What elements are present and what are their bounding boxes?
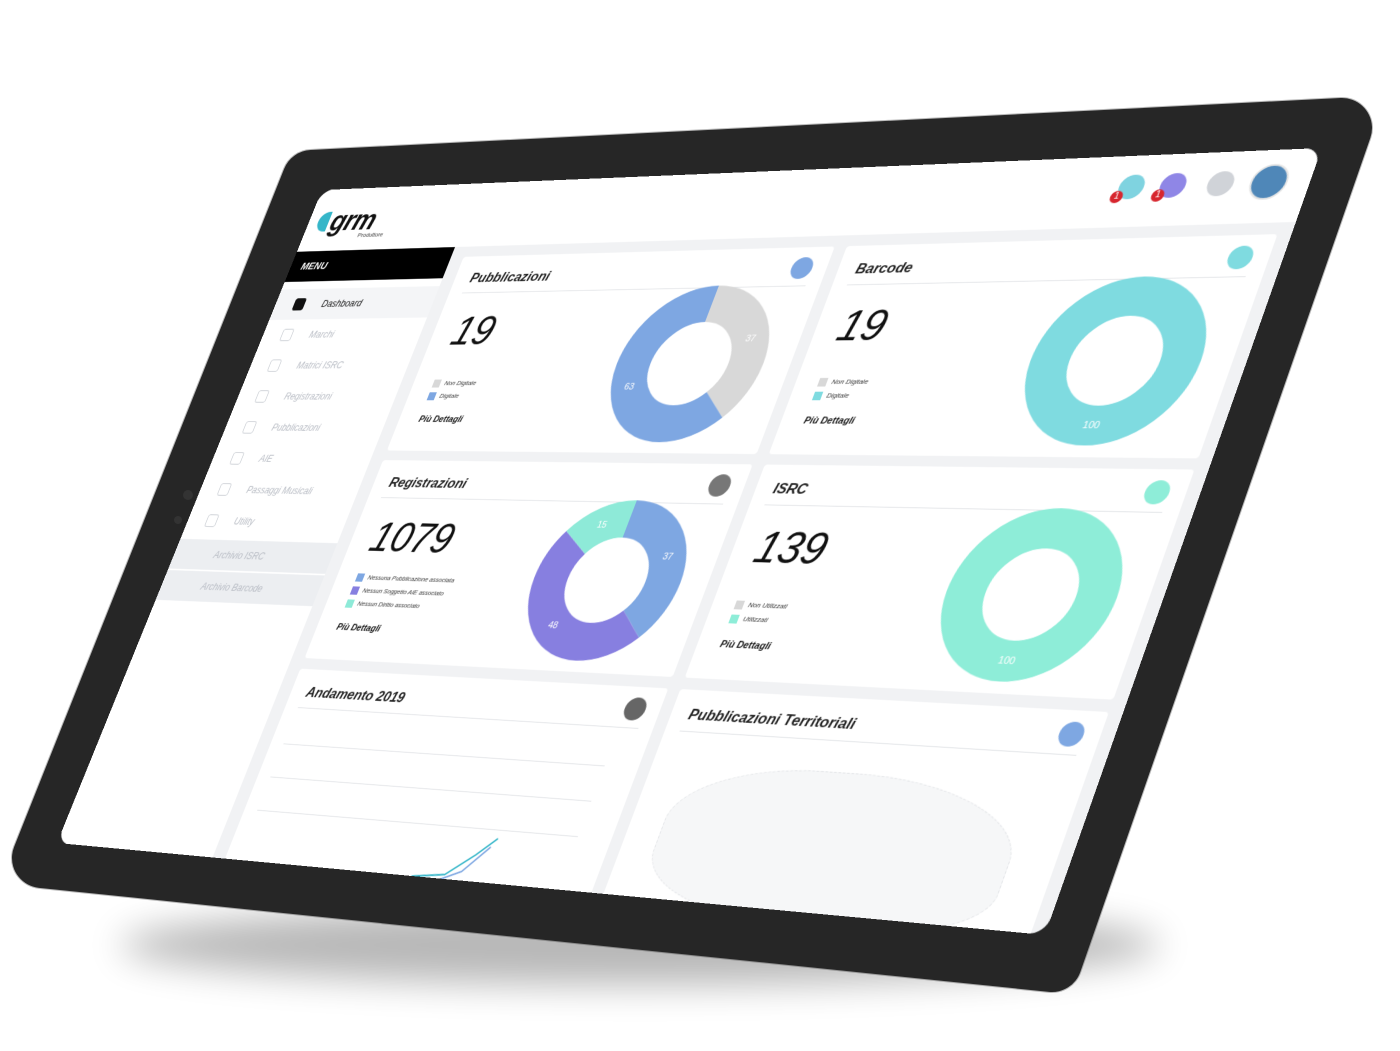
card-title: Pubblicazioni bbox=[467, 269, 552, 287]
menu-item[interactable]: Pubblicazioni bbox=[219, 412, 389, 444]
donut-slice bbox=[942, 527, 1120, 664]
legend-item: Nessun Diritto associato bbox=[344, 598, 422, 612]
menu-icon bbox=[204, 514, 220, 527]
legend-item: Digitale bbox=[426, 391, 461, 402]
donut-chart: 374815 bbox=[499, 496, 715, 668]
legend-item: Non Digitale bbox=[431, 378, 478, 389]
menu-icon bbox=[254, 390, 270, 402]
card: ISRC 139 Non Utilizzati Utilizzati Più Detta… bbox=[685, 465, 1195, 700]
donut-slice bbox=[1026, 295, 1203, 426]
card-title: Barcode bbox=[853, 259, 916, 277]
legend-swatch bbox=[734, 600, 745, 609]
menu-icon bbox=[279, 329, 295, 341]
legend-swatch bbox=[728, 615, 739, 624]
camera bbox=[174, 516, 182, 524]
menu-icon bbox=[229, 452, 245, 465]
legend-swatch bbox=[817, 378, 828, 387]
card-count: 19 bbox=[445, 308, 503, 355]
alert-icon[interactable] bbox=[1203, 171, 1238, 197]
submenu-item[interactable]: Archivio Barcode bbox=[156, 570, 325, 606]
legend-item: Non Utilizzati bbox=[733, 599, 789, 613]
legend-swatch bbox=[350, 586, 360, 594]
legend-item: Non Digitale bbox=[816, 376, 870, 388]
card-icon[interactable] bbox=[1141, 480, 1174, 504]
legend-swatch bbox=[345, 599, 355, 607]
card-rule bbox=[679, 731, 1076, 756]
card: Barcode 19 Non Digitale Digitale Più Dettagl… bbox=[769, 234, 1278, 458]
card-title: Pubblicazioni Territoriali bbox=[686, 706, 859, 734]
donut-chart: 0100 bbox=[995, 271, 1236, 450]
card-count: 1079 bbox=[363, 513, 462, 562]
logo-subtitle: Produttore bbox=[356, 231, 384, 239]
menu-icon bbox=[267, 359, 283, 371]
legend-item: Utilizzati bbox=[728, 613, 770, 627]
legend-swatch bbox=[427, 392, 437, 400]
legend-swatch bbox=[432, 380, 442, 388]
legend-swatch bbox=[812, 392, 823, 401]
menu-header: MENU bbox=[285, 247, 455, 282]
card-icon[interactable] bbox=[1055, 721, 1088, 747]
card-title: ISRC bbox=[770, 480, 810, 498]
details-link[interactable]: Più Dettagli bbox=[802, 416, 856, 427]
donut-chart: 3763 bbox=[582, 281, 797, 447]
legend-item: Digitale bbox=[811, 390, 851, 402]
details-link[interactable]: Più Dettagli bbox=[718, 639, 772, 652]
menu-icon bbox=[291, 298, 307, 310]
menu-icon bbox=[242, 421, 258, 433]
badge: 1 bbox=[1149, 189, 1166, 202]
menu-item[interactable]: Matrici ISRC bbox=[244, 349, 414, 381]
badge: 1 bbox=[1108, 191, 1125, 204]
card: Registrazioni 1079 Nessuna Pubblicazione a… bbox=[305, 460, 753, 677]
donut-chart: 0100 bbox=[910, 503, 1153, 690]
details-link[interactable]: Più Dettagli bbox=[335, 622, 382, 634]
card-icon[interactable] bbox=[787, 257, 816, 279]
card: Pubblicazioni Territoriali bbox=[593, 689, 1109, 935]
details-link[interactable]: Più Dettagli bbox=[417, 415, 464, 425]
menu-icon bbox=[217, 483, 233, 496]
card-title: Registrazioni bbox=[387, 475, 470, 492]
menu-item[interactable]: Marchi bbox=[257, 317, 427, 350]
menu-item[interactable]: Dashboard bbox=[269, 286, 439, 320]
card-count: 19 bbox=[830, 300, 895, 350]
card-icon[interactable] bbox=[705, 474, 734, 497]
submenu-item[interactable]: Archivio ISRC bbox=[168, 539, 337, 574]
menu-item[interactable]: AIE bbox=[207, 443, 377, 476]
menu-item[interactable]: Utility bbox=[182, 505, 352, 540]
legend-swatch bbox=[355, 573, 365, 581]
avatar[interactable] bbox=[1244, 163, 1294, 200]
card: Pubblicazioni 19 Non Digitale Digitale Più D… bbox=[387, 246, 835, 454]
card-icon[interactable] bbox=[1224, 245, 1257, 269]
menu-item[interactable]: Registrazioni bbox=[232, 380, 402, 412]
card-count: 139 bbox=[747, 522, 835, 575]
camera bbox=[183, 490, 193, 500]
menu-item[interactable]: Passaggi Musicali bbox=[194, 474, 364, 508]
